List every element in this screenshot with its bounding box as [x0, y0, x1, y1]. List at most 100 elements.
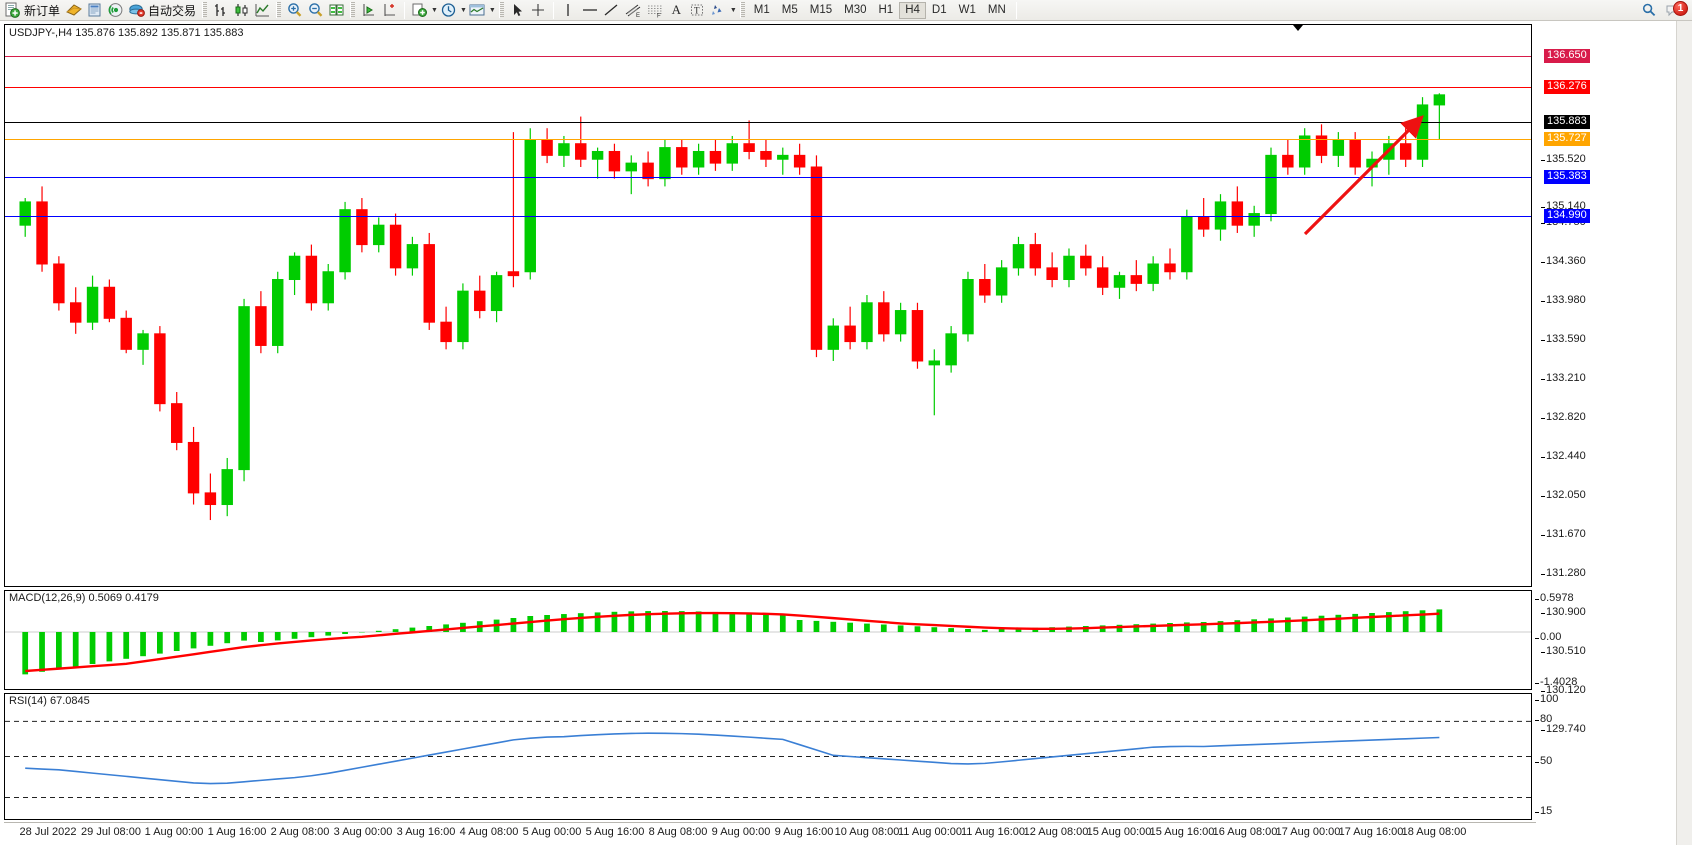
- time-label: 10 Aug 08:00: [834, 826, 900, 838]
- timeframe-m30[interactable]: M30: [844, 3, 867, 16]
- zoom-out-icon[interactable]: [305, 1, 326, 20]
- macd-tick-2: -1.4028: [1534, 676, 1578, 688]
- rsi-tick-100: 100: [1534, 693, 1559, 705]
- vertical-line-icon[interactable]: [558, 1, 579, 20]
- macd-scale: 0.5978 0.00 -1.4028: [1534, 590, 1690, 690]
- price-scale[interactable]: 135.520135.140134.750134.360133.980133.5…: [1540, 24, 1690, 735]
- price-tick-132-820: 132.820: [1541, 411, 1586, 423]
- auto-scroll-icon[interactable]: [379, 1, 400, 20]
- macd-panel[interactable]: MACD(12,26,9) 0.5069 0.4179: [4, 590, 1532, 690]
- candlestick-series: [19, 93, 1446, 521]
- add-indicator-icon[interactable]: [409, 1, 430, 20]
- shift-end-icon[interactable]: [358, 1, 379, 20]
- new-order-icon[interactable]: [2, 1, 23, 20]
- chevron-down-icon[interactable]: ▼: [431, 6, 438, 14]
- chevron-down-icon[interactable]: ▼: [729, 6, 737, 14]
- period-icon[interactable]: [438, 1, 459, 20]
- time-label: 9 Aug 16:00: [774, 826, 834, 838]
- symbol-ohlc-label: USDJPY-,H4 135.876 135.892 135.871 135.8…: [9, 27, 244, 39]
- resistance-red-line[interactable]: [5, 87, 1531, 88]
- price-tick-130-900: 130.900: [1541, 606, 1586, 618]
- vertical-scrollbar[interactable]: [1676, 21, 1692, 845]
- price-tick-132-050: 132.050: [1541, 489, 1586, 501]
- signal-icon[interactable]: [105, 1, 126, 20]
- up-trend-arrow[interactable]: [1285, 110, 1435, 245]
- time-label: 17 Aug 00:00: [1275, 826, 1341, 838]
- toolbar-separator: [350, 2, 356, 18]
- shapes-icon[interactable]: [708, 1, 729, 20]
- bar-chart-icon[interactable]: [210, 1, 231, 20]
- text-box-icon[interactable]: T: [687, 1, 708, 20]
- book-icon[interactable]: [63, 1, 84, 20]
- terminal-icon[interactable]: [84, 1, 105, 20]
- timeframe-w1[interactable]: W1: [958, 3, 976, 16]
- svg-text:F: F: [657, 14, 661, 19]
- cursor-icon[interactable]: [507, 1, 528, 20]
- timeframe-h1[interactable]: H1: [878, 3, 894, 16]
- search-icon[interactable]: [1638, 1, 1659, 20]
- line-chart-icon[interactable]: [252, 1, 273, 20]
- support-blue-upper-line[interactable]: [5, 177, 1531, 178]
- equidistant-channel-icon[interactable]: E: [622, 1, 644, 20]
- timeframe-h4[interactable]: H4: [899, 1, 926, 19]
- rsi-panel[interactable]: RSI(14) 67.0845: [4, 693, 1532, 820]
- price-tick-129-740: 129.740: [1541, 723, 1586, 735]
- tile-windows-icon[interactable]: [326, 1, 347, 20]
- entry-orange-line[interactable]: [5, 139, 1531, 140]
- rsi-tick-15: 15: [1534, 805, 1553, 817]
- chevron-down-icon[interactable]: ▼: [488, 6, 496, 14]
- timeframe-m15[interactable]: M15: [809, 3, 833, 16]
- time-label: 28 Jul 2022: [19, 826, 77, 838]
- timeframe-mn[interactable]: MN: [987, 3, 1006, 16]
- chart-top-marker: [1293, 25, 1303, 31]
- rsi-series: [5, 720, 1531, 798]
- take-profit-upper-tag[interactable]: 136.650: [1544, 49, 1590, 63]
- current-price-tag[interactable]: 135.883: [1544, 115, 1590, 129]
- rsi-tick-80: 80: [1534, 713, 1553, 725]
- horizontal-line-icon[interactable]: [579, 1, 601, 20]
- support-blue-lower-tag[interactable]: 134.990: [1544, 209, 1590, 223]
- support-blue-upper-tag[interactable]: 135.383: [1544, 170, 1590, 184]
- notifications-icon[interactable]: 1: [1665, 0, 1688, 20]
- templates-icon[interactable]: [467, 1, 488, 20]
- price-tick-133-980: 133.980: [1541, 294, 1586, 306]
- timeframe-m1[interactable]: M1: [753, 3, 770, 16]
- crosshair-icon[interactable]: [528, 1, 549, 20]
- candlestick-chart-icon[interactable]: [231, 1, 252, 20]
- toolbar-separator: [739, 2, 745, 18]
- time-label: 18 Aug 08:00: [1401, 826, 1467, 838]
- toolbar-separator: [498, 2, 504, 18]
- support-blue-lower-line[interactable]: [5, 216, 1531, 217]
- timeframe-d1[interactable]: D1: [931, 3, 947, 16]
- macd-tick-1: 0.00: [1534, 631, 1562, 643]
- fibonacci-icon[interactable]: F: [644, 1, 666, 20]
- time-label: 17 Aug 16:00: [1338, 826, 1404, 838]
- chart-area[interactable]: USDJPY-,H4 135.876 135.892 135.871 135.8…: [0, 21, 1692, 845]
- time-label: 11 Aug 16:00: [960, 826, 1026, 838]
- time-label: 5 Aug 16:00: [585, 826, 645, 838]
- time-label: 15 Aug 00:00: [1086, 826, 1152, 838]
- time-axis[interactable]: 28 Jul 2022 29 Jul 08:00 1 Aug 00:00 1 Aug …: [4, 822, 1536, 842]
- time-label: 11 Aug 00:00: [897, 826, 963, 838]
- time-label: 15 Aug 16:00: [1149, 826, 1215, 838]
- take-profit-upper-line[interactable]: [5, 56, 1531, 57]
- rsi-label: RSI(14) 67.0845: [9, 695, 90, 707]
- auto-trading-label[interactable]: 自动交易: [148, 3, 197, 18]
- chevron-down-icon[interactable]: ▼: [459, 6, 467, 14]
- time-label: 2 Aug 08:00: [270, 826, 330, 838]
- notification-badge[interactable]: 1: [1673, 0, 1688, 16]
- timeframe-m5[interactable]: M5: [781, 3, 798, 16]
- expert-advisor-icon[interactable]: [126, 1, 147, 20]
- time-label: 12 Aug 08:00: [1023, 826, 1089, 838]
- price-panel[interactable]: USDJPY-,H4 135.876 135.892 135.871 135.8…: [4, 24, 1532, 587]
- new-order-label[interactable]: 新订单: [24, 3, 61, 18]
- text-label-icon[interactable]: A: [671, 2, 682, 17]
- zoom-in-icon[interactable]: [284, 1, 305, 20]
- svg-text:T: T: [694, 6, 700, 16]
- resistance-red-tag[interactable]: 136.276: [1544, 80, 1590, 94]
- toolbar-divider: [1015, 1, 1017, 19]
- entry-orange-tag[interactable]: 135.727: [1544, 132, 1590, 146]
- trend-line-icon[interactable]: [601, 1, 622, 20]
- price-tick-135-520: 135.520: [1541, 153, 1586, 165]
